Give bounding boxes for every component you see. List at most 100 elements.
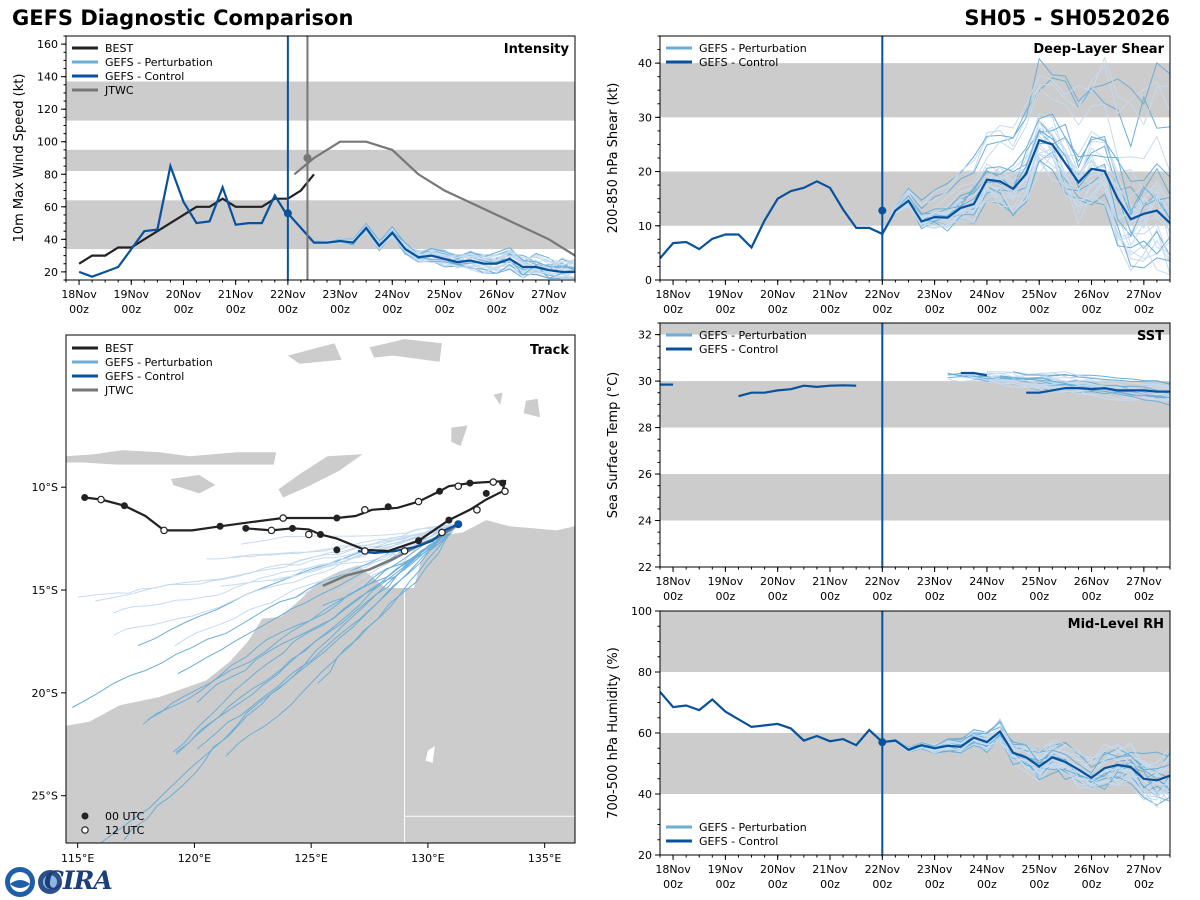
x-tick-label-day: 19Nov bbox=[708, 575, 744, 588]
y-axis-label: 700-500 hPa Humidity (%) bbox=[606, 647, 621, 819]
x-tick-label-hour: 00z bbox=[925, 303, 945, 316]
x-tick-label-day: 19Nov bbox=[708, 863, 744, 876]
perturbation-track bbox=[196, 523, 459, 750]
x-tick-label-hour: 00z bbox=[1029, 878, 1049, 891]
perturbation-member bbox=[881, 153, 1170, 276]
x-tick-label-day: 26Nov bbox=[1074, 863, 1110, 876]
x-tick-label-hour: 00z bbox=[977, 878, 997, 891]
perturbation-member bbox=[947, 372, 1170, 406]
legend-label: GEFS - Control bbox=[105, 70, 184, 83]
x-tick-label: 135°E bbox=[528, 852, 561, 865]
legend-label: BEST bbox=[105, 42, 133, 55]
best-00utc-marker bbox=[466, 479, 474, 487]
x-tick-label-hour: 00z bbox=[715, 878, 735, 891]
y-tick-label: 140 bbox=[37, 71, 58, 84]
control-past-line bbox=[78, 162, 289, 278]
best-12utc-marker bbox=[279, 514, 287, 522]
x-tick-label-hour: 00z bbox=[768, 303, 788, 316]
y-tick-label: 60 bbox=[638, 727, 652, 740]
x-tick-label-hour: 00z bbox=[768, 590, 788, 603]
perturbation-member bbox=[882, 720, 1170, 774]
best-00utc-marker bbox=[242, 524, 250, 532]
x-tick-label-day: 23Nov bbox=[917, 863, 953, 876]
perturbation-member bbox=[882, 720, 1170, 771]
band-1 bbox=[660, 63, 1170, 118]
legend-label: GEFS - Control bbox=[105, 370, 184, 383]
series-group bbox=[660, 323, 1170, 567]
best-12utc-marker bbox=[414, 497, 423, 506]
x-tick-label-hour: 00z bbox=[487, 303, 507, 316]
y-tick-label: 40 bbox=[638, 788, 652, 801]
y-tick-label: 60 bbox=[44, 201, 58, 214]
y-tick-label: 20 bbox=[44, 266, 58, 279]
x-tick-label-hour: 00z bbox=[121, 303, 141, 316]
page-title: GEFS Diagnostic Comparison bbox=[12, 6, 354, 30]
perturbation-track bbox=[302, 523, 459, 573]
panel-title: Intensity bbox=[504, 42, 570, 57]
x-tick-label-hour: 00z bbox=[226, 303, 246, 316]
map-group bbox=[66, 335, 575, 843]
x-tick-label-day: 22Nov bbox=[270, 288, 306, 301]
y-tick-label: 15°S bbox=[32, 584, 58, 597]
plot-frame bbox=[659, 322, 1171, 568]
x-tick-label-day: 22Nov bbox=[865, 575, 901, 588]
perturbation-member bbox=[881, 135, 1170, 235]
x-tick-label-day: 24Nov bbox=[969, 863, 1005, 876]
legend-label: GEFS - Control bbox=[699, 835, 778, 848]
island bbox=[278, 454, 363, 498]
y-tick-label: 25°S bbox=[32, 790, 58, 803]
x-tick-label-day: 24Nov bbox=[969, 575, 1005, 588]
perturbation-member bbox=[881, 77, 1170, 235]
x-tick-label-hour: 00z bbox=[1029, 303, 1049, 316]
perturbation-track bbox=[142, 523, 459, 725]
x-tick-label-day: 25Nov bbox=[1021, 575, 1057, 588]
perturbation-member bbox=[1012, 371, 1170, 385]
y-axis-label: 200-850 hPa Shear (kt) bbox=[606, 83, 621, 234]
control-init-marker bbox=[878, 206, 887, 215]
best-00utc-marker bbox=[436, 487, 444, 495]
island bbox=[171, 474, 216, 494]
perturbation-member bbox=[881, 56, 1170, 235]
best-00utc-marker bbox=[288, 524, 296, 532]
best-12utc-marker bbox=[305, 530, 313, 539]
best-12utc-marker bbox=[97, 495, 105, 504]
perturbation-track bbox=[225, 523, 459, 757]
x-tick-label-hour: 00z bbox=[1082, 590, 1102, 603]
x-tick-label-day: 27Nov bbox=[1126, 575, 1162, 588]
x-tick-label-hour: 00z bbox=[872, 303, 892, 316]
band-2 bbox=[660, 323, 1170, 335]
x-tick-label-hour: 00z bbox=[1029, 590, 1049, 603]
island bbox=[66, 450, 277, 465]
plot-frame bbox=[65, 334, 576, 844]
x-tick-label-hour: 00z bbox=[174, 303, 194, 316]
best-00utc-marker bbox=[415, 537, 423, 545]
perturbation-member bbox=[881, 113, 1170, 235]
x-tick-label-hour: 00z bbox=[715, 590, 735, 603]
best-12utc-marker bbox=[454, 482, 463, 490]
best-00utc-marker bbox=[499, 479, 507, 487]
control-line bbox=[660, 691, 1170, 782]
x-tick-label-day: 25Nov bbox=[1021, 863, 1057, 876]
x-tick-label-day: 23Nov bbox=[917, 575, 953, 588]
x-tick-label-hour: 00z bbox=[1082, 878, 1102, 891]
best-00utc-marker bbox=[445, 516, 453, 524]
x-tick-label-hour: 00z bbox=[977, 590, 997, 603]
perturbation-member bbox=[881, 119, 1170, 235]
x-tick-label-hour: 00z bbox=[872, 878, 892, 891]
perturbation-member bbox=[881, 129, 1170, 238]
x-tick-label-hour: 00z bbox=[715, 303, 735, 316]
x-tick-label-day: 24Nov bbox=[375, 288, 411, 301]
island bbox=[287, 343, 342, 364]
x-tick-label-day: 18Nov bbox=[655, 863, 691, 876]
perturbation-member bbox=[881, 57, 1170, 235]
series-group bbox=[660, 36, 1170, 280]
x-tick-label-hour: 00z bbox=[278, 303, 298, 316]
x-tick-label-hour: 00z bbox=[539, 303, 559, 316]
legend-label: BEST bbox=[105, 342, 133, 355]
jtwc-track bbox=[322, 523, 459, 588]
best-12utc-marker bbox=[361, 547, 369, 555]
x-tick-label-day: 21Nov bbox=[218, 288, 254, 301]
jtwc-forecast-line bbox=[293, 140, 575, 257]
